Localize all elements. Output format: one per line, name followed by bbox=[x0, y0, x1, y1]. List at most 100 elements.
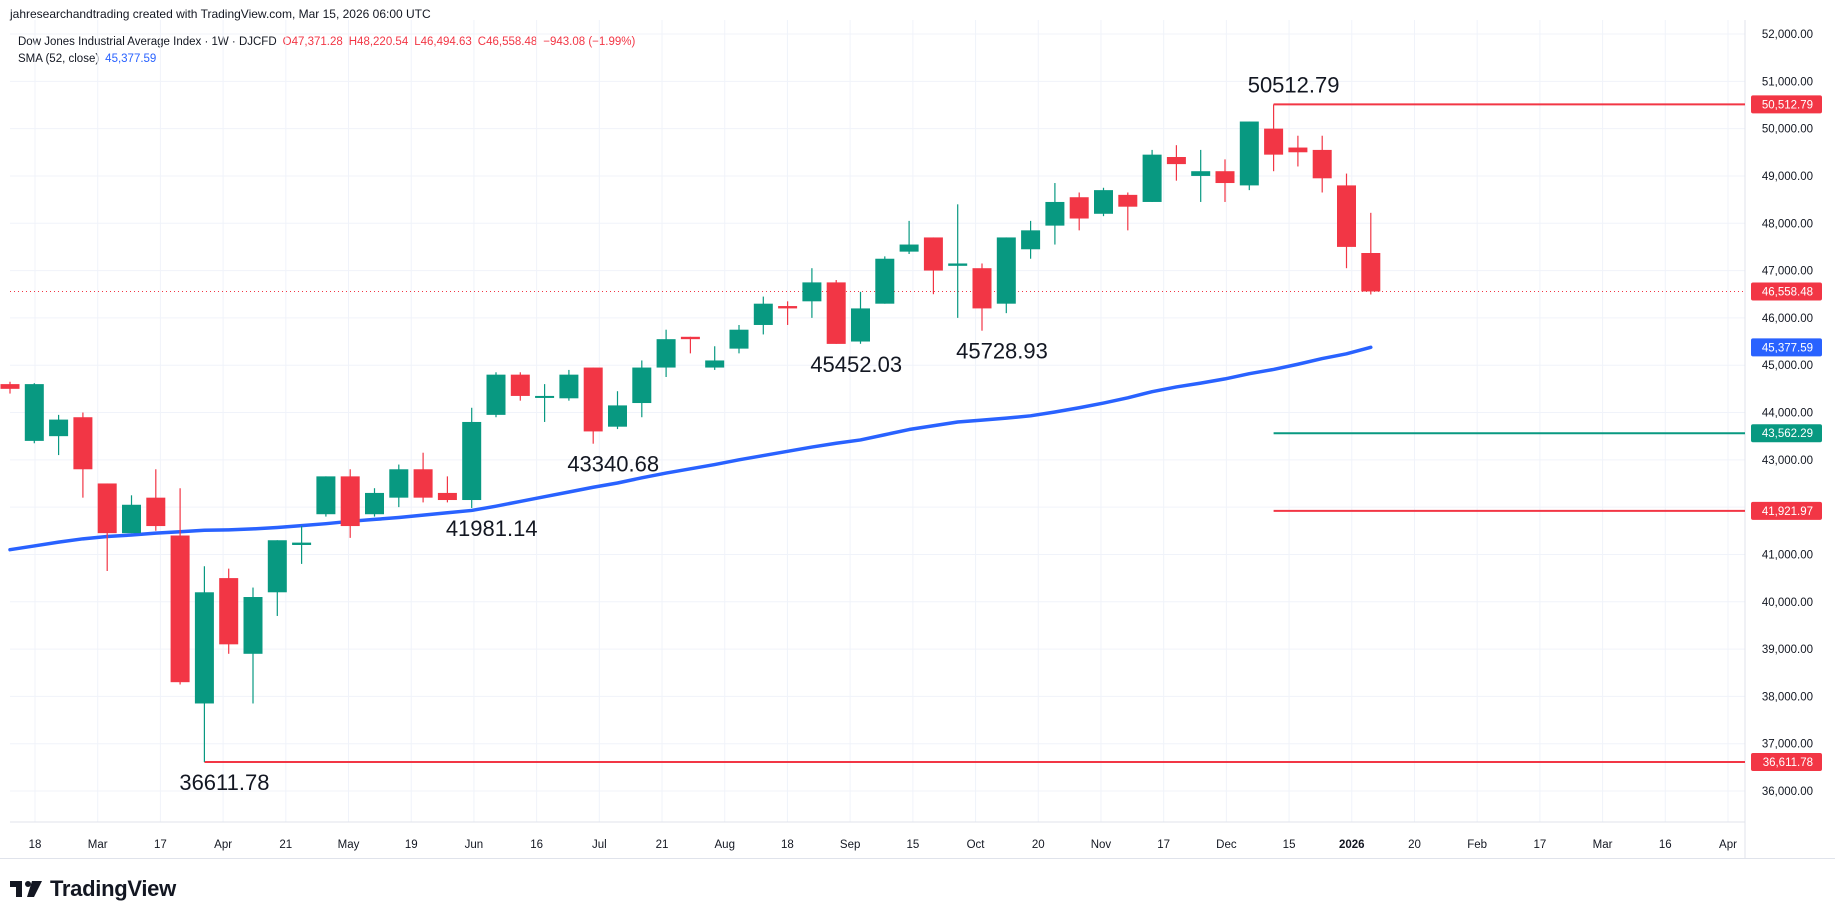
x-tick-label: Feb bbox=[1467, 839, 1487, 851]
candle-body-down bbox=[1215, 171, 1235, 184]
x-tick-label: Jun bbox=[465, 839, 484, 851]
x-tick-label: 17 bbox=[154, 839, 167, 851]
y-tick-label: 51,000.00 bbox=[1762, 76, 1813, 88]
candle-body-down bbox=[170, 535, 190, 683]
candle-body-up bbox=[1045, 201, 1065, 226]
y-tick-label: 40,000.00 bbox=[1762, 597, 1813, 609]
x-tick-label: Oct bbox=[967, 839, 986, 851]
candle-body-up bbox=[899, 244, 919, 252]
x-tick-label: Mar bbox=[88, 839, 108, 851]
candle-body-down bbox=[680, 336, 700, 340]
y-tick-label: 38,000.00 bbox=[1762, 691, 1813, 703]
x-tick-label: 2026 bbox=[1339, 839, 1365, 851]
candle-body-up bbox=[292, 542, 312, 545]
y-tick-label: 49,000.00 bbox=[1762, 171, 1813, 183]
symbol-row: Dow Jones Industrial Average Index · 1W … bbox=[18, 34, 635, 51]
sma-line bbox=[8, 345, 1373, 552]
y-tick-label: 37,000.00 bbox=[1762, 739, 1813, 751]
candle-body-down bbox=[413, 469, 433, 498]
candle-body-up bbox=[49, 419, 69, 437]
candle-body-down bbox=[1069, 197, 1089, 219]
x-tick-label: Mar bbox=[1593, 839, 1613, 851]
sma-value: 45,377.59 bbox=[105, 53, 157, 65]
price-tag bbox=[1751, 753, 1822, 772]
sma-row: SMA (52, close) 45,377.59 bbox=[18, 51, 635, 68]
candle-body-down bbox=[923, 237, 943, 271]
x-tick-label: Apr bbox=[214, 839, 232, 851]
x-tick-label: 18 bbox=[29, 839, 42, 851]
candle-body-up bbox=[389, 469, 409, 498]
candle-body-down bbox=[583, 367, 603, 432]
candle-body-up bbox=[996, 237, 1016, 304]
candle-body-up bbox=[729, 329, 749, 349]
symbol-label[interactable]: Dow Jones Industrial Average Index · 1W … bbox=[18, 36, 277, 48]
y-tick-label: 52,000.00 bbox=[1762, 29, 1813, 41]
price-tag-label: 43,562.29 bbox=[1762, 428, 1813, 440]
candle-body-down bbox=[1361, 252, 1381, 292]
candle-body-down bbox=[972, 268, 992, 309]
y-tick-label: 50,000.00 bbox=[1762, 124, 1813, 136]
candle-body-up bbox=[705, 360, 725, 368]
candle-body-down bbox=[437, 492, 457, 501]
chart-legend: Dow Jones Industrial Average Index · 1W … bbox=[18, 34, 635, 68]
tradingview-logo-text: TradingView bbox=[50, 876, 176, 901]
ohlc-low: L46,494.63 bbox=[414, 36, 472, 48]
candle-body-up bbox=[316, 476, 336, 515]
price-tag-label: 36,611.78 bbox=[1763, 757, 1813, 769]
candle-body-down bbox=[826, 282, 846, 344]
price-tag-label: 50,512.79 bbox=[1762, 99, 1813, 111]
y-tick-label: 44,000.00 bbox=[1762, 408, 1813, 420]
x-tick-label: 18 bbox=[781, 839, 794, 851]
x-tick-label: 21 bbox=[656, 839, 669, 851]
candle-body-down bbox=[510, 374, 530, 396]
candle-body-down bbox=[97, 483, 117, 534]
candle-body-up bbox=[486, 374, 506, 415]
sma-label[interactable]: SMA (52, close) bbox=[18, 53, 100, 65]
price-tag bbox=[1751, 501, 1822, 520]
price-tag bbox=[1751, 282, 1822, 301]
candle-body-down bbox=[73, 417, 93, 470]
tradingview-logo-icon bbox=[10, 881, 42, 897]
candle-body-up bbox=[194, 592, 214, 704]
candle-body-up bbox=[608, 405, 627, 427]
x-tick-label: 20 bbox=[1032, 839, 1045, 851]
x-tick-label: Jul bbox=[592, 839, 607, 851]
x-tick-label: 16 bbox=[1659, 839, 1672, 851]
price-tag-label: 45,377.59 bbox=[1762, 342, 1813, 354]
y-tick-label: 41,000.00 bbox=[1762, 549, 1813, 561]
candle-body-down bbox=[1312, 149, 1332, 179]
candle-body-up bbox=[656, 339, 676, 368]
price-tag bbox=[1751, 338, 1822, 357]
candle-body-up bbox=[1142, 154, 1162, 202]
x-tick-label: Dec bbox=[1216, 839, 1237, 851]
y-tick-label: 48,000.00 bbox=[1762, 218, 1813, 230]
tradingview-logo[interactable]: TradingView bbox=[10, 876, 176, 902]
candle-body-up bbox=[462, 421, 482, 501]
x-tick-label: 15 bbox=[1283, 839, 1296, 851]
chart-credit: jahresearchandtrading created with Tradi… bbox=[10, 7, 431, 21]
price-annotation: 36611.78 bbox=[179, 770, 269, 795]
ohlc-open: O47,371.28 bbox=[282, 36, 343, 48]
y-tick-label: 39,000.00 bbox=[1762, 644, 1813, 656]
candle-body-down bbox=[1264, 128, 1284, 155]
candle-body-up bbox=[1094, 190, 1113, 214]
ohlc-high: H48,220.54 bbox=[348, 36, 409, 48]
candle-body-up bbox=[559, 374, 579, 399]
candle-body-up bbox=[875, 258, 895, 304]
x-tick-label: 19 bbox=[405, 839, 418, 851]
y-tick-label: 47,000.00 bbox=[1762, 266, 1813, 278]
candle-body-down bbox=[778, 306, 798, 309]
y-tick-label: 36,000.00 bbox=[1762, 786, 1813, 798]
candle-body-up bbox=[753, 303, 773, 325]
price-annotation: 45728.93 bbox=[956, 339, 1048, 364]
chart-bottom-border bbox=[0, 858, 1835, 859]
candle-body-up bbox=[948, 263, 968, 266]
price-annotation: 41981.14 bbox=[446, 516, 538, 541]
candle-body-down bbox=[146, 497, 166, 527]
x-tick-label: 16 bbox=[530, 839, 543, 851]
x-tick-label: 17 bbox=[1157, 839, 1170, 851]
price-chart[interactable]: 36,000.00 37,000.00 38,000.00 39,000.00 40,0… bbox=[0, 0, 1835, 858]
price-tag-label: 41,921.97 bbox=[1762, 506, 1813, 518]
candle-body-up bbox=[535, 395, 555, 398]
x-tick-label: Sep bbox=[840, 839, 860, 851]
